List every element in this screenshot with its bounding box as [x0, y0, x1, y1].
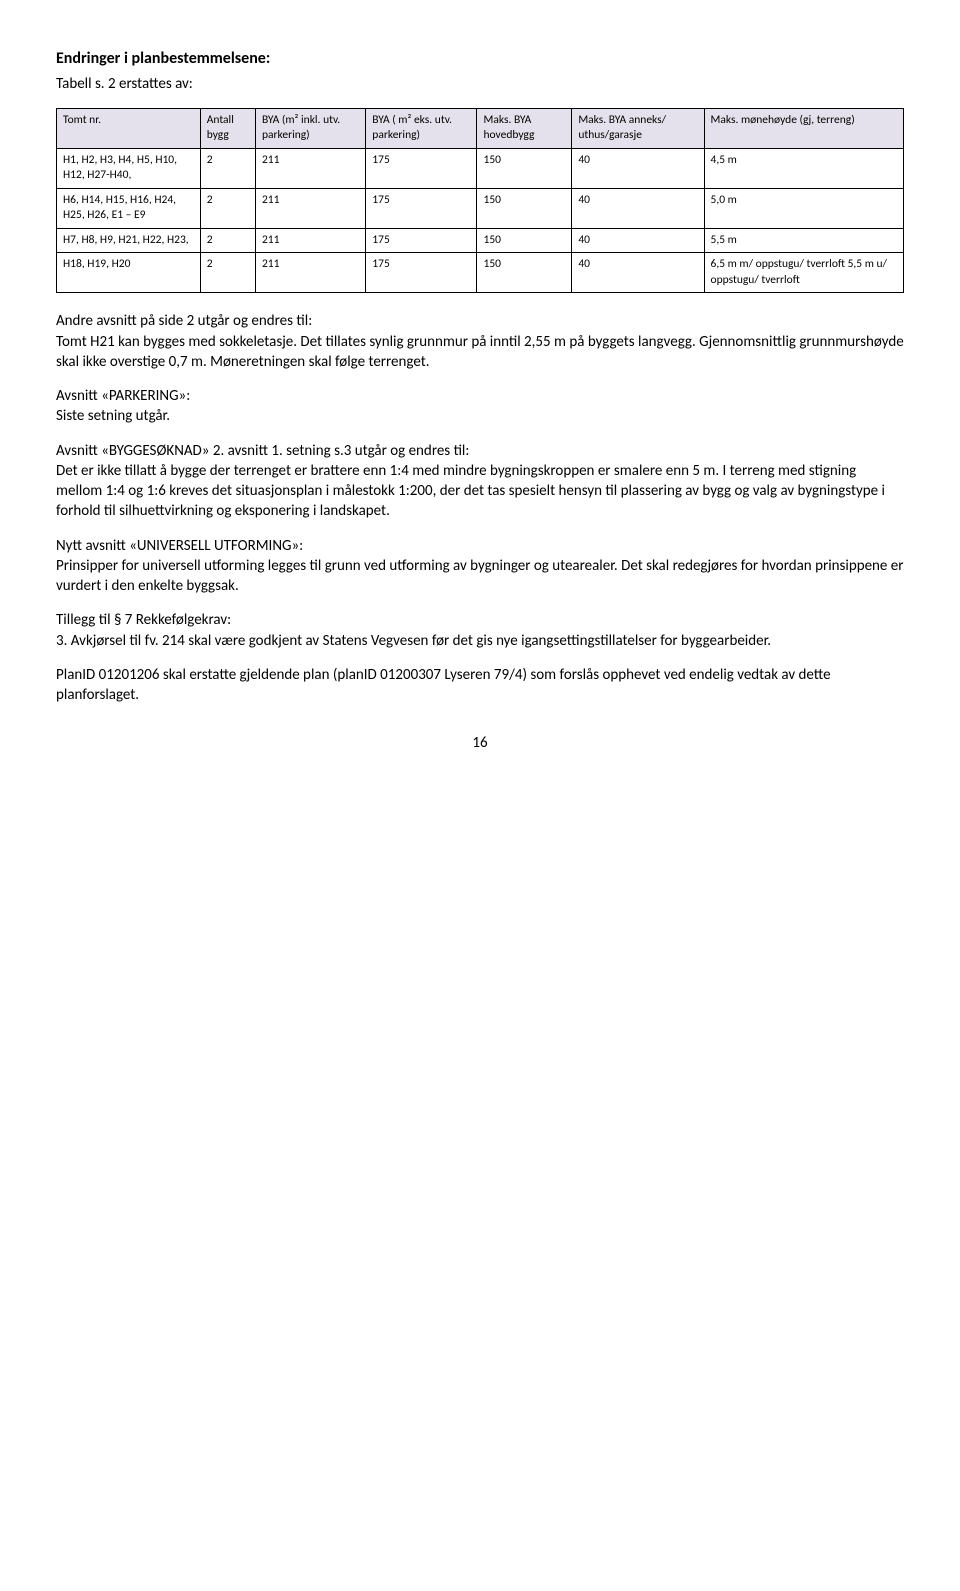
- table-cell: 150: [477, 228, 572, 253]
- table-row: H6, H14, H15, H16, H24, H25, H26, E1 – E…: [57, 188, 904, 228]
- table-header-row: Tomt nr. Antall bygg BYA (m² inkl. utv. …: [57, 108, 904, 148]
- plan-table: Tomt nr. Antall bygg BYA (m² inkl. utv. …: [56, 108, 904, 294]
- table-cell: 175: [366, 148, 477, 188]
- table-cell: 5,0 m: [704, 188, 903, 228]
- table-cell: 175: [366, 228, 477, 253]
- col-header: BYA (m² inkl. utv. parkering): [255, 108, 365, 148]
- table-cell: 2: [200, 253, 255, 293]
- table-cell: 40: [572, 253, 704, 293]
- table-cell: 150: [477, 253, 572, 293]
- table-cell: 150: [477, 148, 572, 188]
- page-number: 16: [56, 733, 904, 753]
- table-cell: 175: [366, 188, 477, 228]
- paragraph: Avsnitt «BYGGESØKNAD» 2. avsnitt 1. setn…: [56, 441, 904, 522]
- col-header: BYA ( m² eks. utv. parkering): [366, 108, 477, 148]
- table-cell: 6,5 m m/ oppstugu/ tverrloft 5,5 m u/ op…: [704, 253, 903, 293]
- table-cell: 2: [200, 228, 255, 253]
- col-header: Antall bygg: [200, 108, 255, 148]
- col-header: Maks. BYA anneks/ uthus/garasje: [572, 108, 704, 148]
- paragraph: PlanID 01201206 skal erstatte gjeldende …: [56, 665, 904, 706]
- table-cell: 175: [366, 253, 477, 293]
- table-cell: 211: [255, 253, 365, 293]
- paragraph: Nytt avsnitt «UNIVERSELL UTFORMING»:Prin…: [56, 536, 904, 597]
- table-cell: 2: [200, 188, 255, 228]
- table-cell: 4,5 m: [704, 148, 903, 188]
- table-cell: 2: [200, 148, 255, 188]
- paragraph: Tillegg til § 7 Rekkefølgekrav:3. Avkjør…: [56, 610, 904, 651]
- table-cell: 150: [477, 188, 572, 228]
- table-cell: 5,5 m: [704, 228, 903, 253]
- table-cell: H1, H2, H3, H4, H5, H10, H12, H27-H40,: [57, 148, 201, 188]
- paragraph-line: Siste setning utgår.: [56, 407, 170, 425]
- table-cell: 40: [572, 228, 704, 253]
- page-heading: Endringer i planbestemmelsene:: [56, 48, 904, 70]
- section-label: Avsnitt «PARKERING»:: [56, 387, 190, 405]
- table-cell: 211: [255, 228, 365, 253]
- table-cell: 40: [572, 188, 704, 228]
- table-cell: H18, H19, H20: [57, 253, 201, 293]
- table-cell: 40: [572, 148, 704, 188]
- col-header: Maks. BYA hovedbygg: [477, 108, 572, 148]
- paragraph: Andre avsnitt på side 2 utgår og endres …: [56, 311, 904, 372]
- table-row: H18, H19, H20 2 211 175 150 40 6,5 m m/ …: [57, 253, 904, 293]
- page-subheading: Tabell s. 2 erstattes av:: [56, 74, 904, 94]
- table-cell: H6, H14, H15, H16, H24, H25, H26, E1 – E…: [57, 188, 201, 228]
- col-header: Maks. mønehøyde (gj, terreng): [704, 108, 903, 148]
- table-row: H1, H2, H3, H4, H5, H10, H12, H27-H40, 2…: [57, 148, 904, 188]
- table-cell: H7, H8, H9, H21, H22, H23,: [57, 228, 201, 253]
- table-cell: 211: [255, 188, 365, 228]
- table-row: H7, H8, H9, H21, H22, H23, 2 211 175 150…: [57, 228, 904, 253]
- table-cell: 211: [255, 148, 365, 188]
- col-header: Tomt nr.: [57, 108, 201, 148]
